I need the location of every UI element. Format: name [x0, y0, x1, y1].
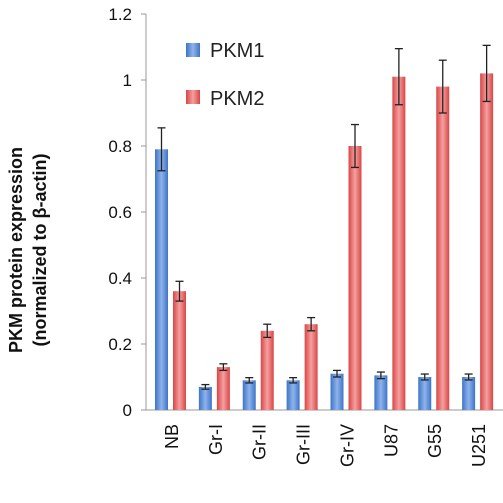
y-axis-title-line2: (normalized to β-actin) — [30, 154, 50, 347]
y-tick-label: 0 — [123, 401, 132, 420]
error-bar — [201, 383, 210, 390]
bar-pkm1-nb — [155, 149, 168, 411]
bar-pkm1-gr-iii — [286, 380, 300, 410]
y-axis-title-line1: PKM protein expression — [6, 147, 26, 353]
error-bar — [482, 44, 491, 103]
x-axis-category-labels: NB Gr-I Gr-II Gr-III Gr-IV U87 G55 U251 — [162, 424, 489, 467]
y-tick-label: 1 — [123, 71, 132, 90]
error-bar — [175, 280, 184, 302]
bar-series — [155, 44, 494, 411]
x-category-label: Gr-III — [294, 424, 314, 465]
y-tick-label: 1.2 — [108, 5, 132, 24]
x-category-label: G55 — [425, 424, 445, 458]
error-bar — [376, 371, 385, 380]
bar-pkm2-g55 — [436, 86, 450, 410]
bar-pkm1-g55 — [418, 377, 432, 410]
y-axis-ticks: 0 0.2 0.4 0.6 0.8 1 1.2 — [108, 5, 146, 420]
bar-pkm2-nb — [173, 291, 186, 410]
error-bar — [289, 377, 298, 384]
bar-pkm2-u87 — [392, 76, 406, 410]
bar-pkm2-u251 — [480, 73, 494, 411]
error-bar — [420, 373, 429, 381]
error-bar — [464, 373, 473, 381]
error-bar — [307, 316, 316, 332]
y-tick-label: 0.8 — [108, 137, 132, 156]
x-category-label: Gr-IV — [337, 424, 357, 467]
x-category-label: U87 — [381, 424, 401, 457]
error-bar — [263, 323, 272, 339]
legend-swatch-pkm1 — [186, 43, 200, 57]
bar-pkm1-gr-ii — [242, 380, 256, 410]
bar-pkm1-u87 — [374, 375, 388, 410]
error-bar — [438, 59, 447, 114]
bar-pkm2-gr-iii — [304, 324, 318, 410]
x-category-label: U251 — [469, 424, 489, 467]
y-tick-label: 0.4 — [108, 269, 132, 288]
x-category-label: Gr-II — [250, 424, 270, 460]
legend-swatch-pkm2 — [186, 90, 200, 104]
legend-label-pkm1: PKM1 — [210, 40, 264, 62]
bar-pkm2-gr-i — [216, 367, 230, 410]
legend-label-pkm2: PKM2 — [210, 88, 264, 110]
bar-pkm2-gr-iv — [348, 146, 362, 410]
bar-pkm1-u251 — [462, 377, 476, 410]
legend: PKM1 PKM2 — [186, 40, 264, 110]
y-tick-label: 0.6 — [108, 203, 132, 222]
bar-pkm1-gr-i — [198, 386, 212, 410]
bar-pkm2-gr-ii — [260, 330, 274, 410]
error-bar — [157, 127, 166, 172]
y-tick-label: 0.2 — [108, 335, 132, 354]
error-bar — [219, 363, 228, 372]
error-bar — [245, 377, 254, 384]
error-bar — [394, 48, 403, 106]
bar-pkm1-gr-iv — [330, 373, 344, 410]
x-category-label: NB — [162, 424, 182, 449]
error-bar — [351, 123, 359, 169]
error-bar — [333, 369, 341, 378]
x-category-label: Gr-I — [206, 424, 226, 455]
